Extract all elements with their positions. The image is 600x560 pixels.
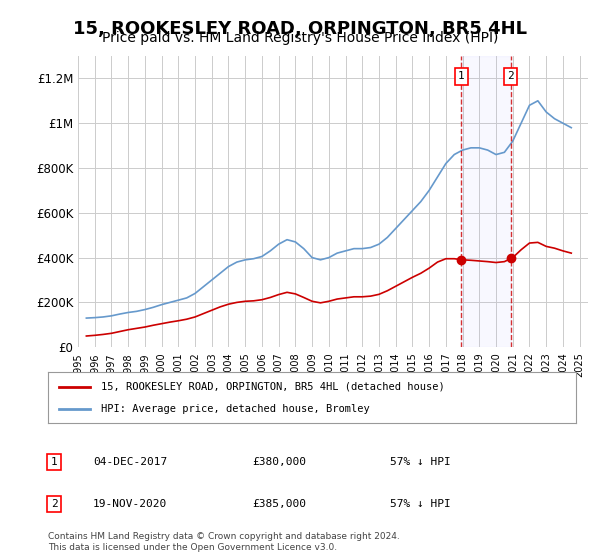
Bar bbox=[461, 56, 511, 347]
Text: £380,000: £380,000 bbox=[252, 457, 306, 467]
Text: 2: 2 bbox=[508, 71, 514, 81]
Text: Price paid vs. HM Land Registry's House Price Index (HPI): Price paid vs. HM Land Registry's House … bbox=[102, 31, 498, 45]
Text: 57% ↓ HPI: 57% ↓ HPI bbox=[390, 499, 451, 509]
Text: 15, ROOKESLEY ROAD, ORPINGTON, BR5 4HL (detached house): 15, ROOKESLEY ROAD, ORPINGTON, BR5 4HL (… bbox=[101, 381, 445, 391]
Text: 57% ↓ HPI: 57% ↓ HPI bbox=[390, 457, 451, 467]
Text: 19-NOV-2020: 19-NOV-2020 bbox=[93, 499, 167, 509]
Text: 1: 1 bbox=[458, 71, 464, 81]
Text: £385,000: £385,000 bbox=[252, 499, 306, 509]
Text: Contains HM Land Registry data © Crown copyright and database right 2024.
This d: Contains HM Land Registry data © Crown c… bbox=[48, 532, 400, 552]
Text: 2: 2 bbox=[50, 499, 58, 509]
Text: 04-DEC-2017: 04-DEC-2017 bbox=[93, 457, 167, 467]
Text: 1: 1 bbox=[50, 457, 58, 467]
Text: 15, ROOKESLEY ROAD, ORPINGTON, BR5 4HL: 15, ROOKESLEY ROAD, ORPINGTON, BR5 4HL bbox=[73, 20, 527, 38]
Text: HPI: Average price, detached house, Bromley: HPI: Average price, detached house, Brom… bbox=[101, 404, 370, 414]
